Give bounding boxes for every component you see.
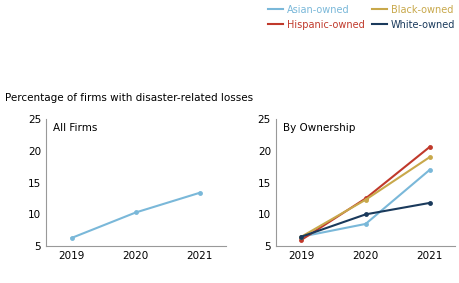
Text: Percentage of firms with disaster-related losses: Percentage of firms with disaster-relate… bbox=[5, 93, 252, 103]
Legend: Asian-owned, Hispanic-owned, Black-owned, White-owned: Asian-owned, Hispanic-owned, Black-owned… bbox=[268, 5, 454, 30]
Text: By Ownership: By Ownership bbox=[282, 123, 355, 133]
Text: All Firms: All Firms bbox=[53, 123, 97, 133]
